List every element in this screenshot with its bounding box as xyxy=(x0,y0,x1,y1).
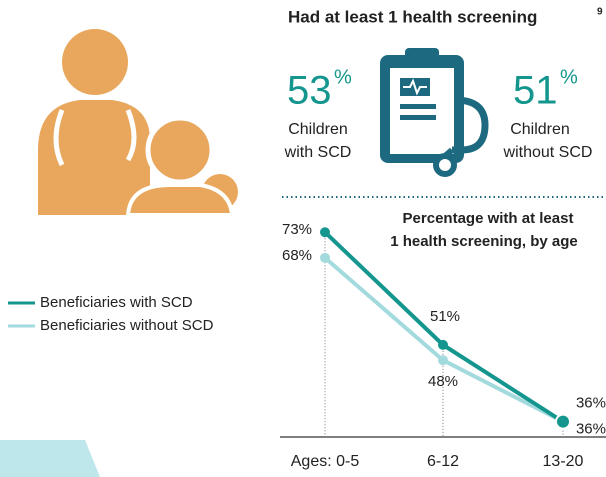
stat-label: without SCD xyxy=(503,144,593,161)
footnote: 9 xyxy=(597,7,603,18)
series-line xyxy=(325,232,563,421)
stat-label: Children xyxy=(510,121,570,138)
stat-unit: % xyxy=(560,66,578,88)
data-point xyxy=(556,415,570,429)
x-tick-label: 13-20 xyxy=(543,453,584,470)
value-label: 68% xyxy=(282,247,312,264)
infographic: Had at least 1 health screening 9 53 % C… xyxy=(0,0,606,477)
data-point xyxy=(320,227,330,237)
chart-title: Percentage with at least xyxy=(403,210,574,227)
x-tick-label: 6-12 xyxy=(427,453,459,470)
x-tick-label: Ages: 0-5 xyxy=(291,453,360,470)
value-label: 51% xyxy=(430,308,460,325)
legend-label: Beneficiaries with SCD xyxy=(40,294,193,311)
value-label: 36% xyxy=(576,421,606,438)
stat-label: with SCD xyxy=(284,144,352,161)
stat-unit: % xyxy=(334,66,352,88)
clipboard-icon xyxy=(380,48,485,174)
chart-title: 1 health screening, by age xyxy=(390,233,578,250)
data-point xyxy=(438,340,448,350)
page: Had at least 1 health screening 9 53 % C… xyxy=(0,0,606,477)
value-label: 36% xyxy=(576,395,606,412)
value-label: 73% xyxy=(282,221,312,238)
header-title: Had at least 1 health screening xyxy=(288,7,537,26)
data-point xyxy=(320,253,330,263)
data-point xyxy=(438,355,448,365)
legend-label: Beneficiaries without SCD xyxy=(40,317,214,334)
stat-label: Children xyxy=(288,121,348,138)
value-label: 48% xyxy=(428,373,458,390)
stat-value: 53 xyxy=(287,69,332,113)
doctor-child-icon xyxy=(38,29,238,215)
stat-value: 51 xyxy=(513,69,558,113)
decor-band xyxy=(0,440,100,477)
